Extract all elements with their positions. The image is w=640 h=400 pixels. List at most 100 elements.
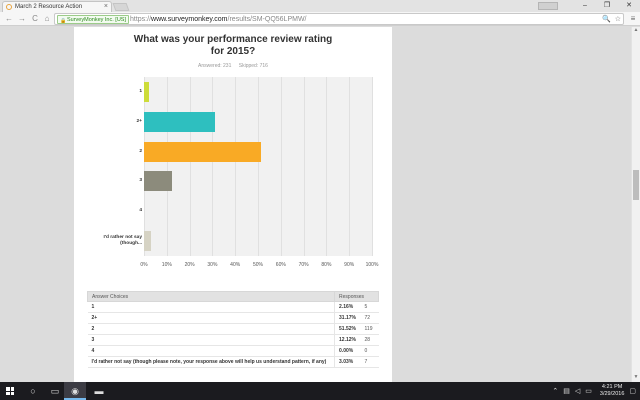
back-button[interactable]: ← — [5, 14, 13, 23]
gridline — [372, 77, 373, 256]
page-scrollbar[interactable]: ▲ ▼ — [631, 27, 640, 382]
gridline — [166, 77, 168, 256]
table-row: 4 0.00% 0 — [87, 345, 379, 357]
table-header-row: Answer Choices Responses — [86, 291, 379, 302]
category-label: 2 — [139, 148, 142, 154]
url-path: /results/SM-QQ56LPMW/ — [227, 16, 307, 23]
secure-label: SurveyMonkey Inc. [US] — [67, 17, 126, 23]
response-count[interactable]: 72 — [360, 312, 379, 324]
x-tick-label: 60% — [275, 262, 286, 268]
new-tab-button[interactable] — [112, 3, 130, 11]
tab-strip: March 2 Resource Action × – ❐ ✕ — [0, 0, 640, 12]
answer-choice: 2 — [87, 323, 335, 335]
loading-icon — [6, 4, 12, 10]
answer-choice: 3 — [87, 334, 335, 346]
task-view-icon[interactable]: ▭ — [50, 386, 60, 396]
header-answer-choices[interactable]: Answer Choices — [86, 291, 336, 302]
search-icon[interactable]: ○ — [30, 386, 36, 396]
tray-chevron-icon[interactable]: ⌃ — [552, 388, 559, 395]
profile-button[interactable] — [538, 2, 558, 10]
header-responses[interactable]: Responses — [334, 291, 379, 302]
question-title: What was your performance review rating … — [74, 34, 392, 58]
response-count[interactable]: 119 — [360, 323, 379, 335]
question-title-line1: What was your performance review rating — [133, 34, 333, 45]
x-tick-label: 10% — [161, 262, 172, 268]
start-button[interactable] — [0, 382, 22, 400]
file-explorer-icon[interactable]: ▬ — [94, 386, 104, 396]
clock-time: 4:21 PM — [601, 384, 623, 390]
address-bar[interactable]: 🔒 SurveyMonkey Inc. [US] https://www.sur… — [54, 13, 624, 25]
bar[interactable] — [144, 141, 262, 162]
response-count[interactable]: 7 — [360, 356, 379, 368]
category-label: 2+ — [136, 118, 142, 124]
scroll-up-arrow[interactable]: ▲ — [633, 27, 639, 33]
bar[interactable] — [144, 171, 172, 192]
answer-choice: 4 — [87, 345, 335, 357]
x-tick-label: 20% — [184, 262, 195, 268]
omnibox-icons: 🔍 ☆ — [602, 14, 621, 25]
response-count[interactable]: 28 — [360, 334, 379, 346]
gridline — [349, 77, 351, 256]
url-scheme: https:// — [130, 16, 152, 23]
clock-date: 3/29/2016 — [599, 391, 625, 397]
bar[interactable] — [144, 111, 216, 132]
response-percent: 2.16% — [334, 301, 361, 313]
secure-badge[interactable]: 🔒 SurveyMonkey Inc. [US] — [57, 15, 129, 24]
response-percent: 31.17% — [334, 312, 361, 324]
bookmark-star-icon[interactable]: ☆ — [614, 16, 621, 23]
chrome-taskbar-icon[interactable]: ◉ — [64, 382, 86, 400]
answered-count: Answered: 231 — [198, 63, 232, 69]
window-controls: – ❐ ✕ — [538, 0, 640, 12]
browser-toolbar: ← → C ⌂ 🔒 SurveyMonkey Inc. [US] https:/… — [0, 12, 640, 26]
maximize-button[interactable]: ❐ — [603, 2, 611, 9]
scroll-down-arrow[interactable]: ▼ — [633, 374, 639, 380]
language-icon[interactable]: ▭ — [585, 388, 592, 395]
category-label: 1 — [139, 88, 142, 94]
clock[interactable]: 4:21 PM 3/29/2016 — [600, 384, 624, 398]
network-icon[interactable]: ▤ — [563, 388, 570, 395]
x-tick-label: 40% — [230, 262, 241, 268]
taskbar: ○ ▭ ◉ ▬ ⌃ ▤ ◁ ▭ 4:21 PM 3/29/2016 ▢ — [0, 382, 640, 400]
browser-tab[interactable]: March 2 Resource Action × — [2, 1, 112, 12]
close-window-button[interactable]: ✕ — [626, 2, 632, 9]
gridline — [189, 77, 191, 256]
x-tick-label: 90% — [344, 262, 355, 268]
system-tray: ⌃ ▤ ◁ ▭ 4:21 PM 3/29/2016 ▢ — [552, 382, 636, 400]
close-tab-icon[interactable]: × — [103, 3, 108, 10]
results-panel: What was your performance review rating … — [74, 27, 392, 382]
response-count[interactable]: 5 — [360, 301, 379, 313]
table-row: I'd rather not say (though please note, … — [87, 356, 379, 368]
question-title-line2: for 2015? — [210, 46, 256, 57]
zoom-icon[interactable]: 🔍 — [602, 16, 611, 23]
home-button[interactable]: ⌂ — [44, 14, 50, 23]
category-label: I'd rather not say (though... — [103, 235, 142, 247]
volume-icon[interactable]: ◁ — [574, 388, 581, 395]
response-percent: 12.12% — [334, 334, 361, 346]
table-row: 1 2.16% 5 — [87, 301, 379, 313]
x-tick-label: 50% — [252, 262, 264, 268]
menu-icon[interactable]: ≡ — [630, 14, 636, 23]
forward-button[interactable]: → — [18, 14, 26, 23]
x-tick-label: 80% — [321, 262, 332, 268]
url-text[interactable]: https://www.surveymonkey.com/results/SM-… — [130, 14, 307, 25]
response-percent: 0.00% — [334, 345, 361, 357]
category-label: 3 — [139, 178, 142, 184]
gridline — [212, 77, 214, 256]
scroll-thumb[interactable] — [633, 170, 639, 200]
response-count[interactable]: 0 — [360, 345, 379, 357]
answer-choice: 1 — [87, 301, 335, 313]
response-percent: 3.03% — [334, 356, 361, 368]
notifications-icon[interactable]: ▢ — [629, 388, 636, 395]
x-tick-label: 30% — [207, 262, 218, 268]
reload-button[interactable]: C — [32, 14, 38, 23]
answer-choice: 2+ — [87, 312, 335, 324]
bar[interactable] — [144, 231, 151, 252]
bar[interactable] — [144, 81, 149, 102]
page-viewport: What was your performance review rating … — [0, 27, 640, 382]
gridline — [258, 77, 259, 256]
windows-logo-icon — [6, 387, 14, 395]
gridline — [144, 77, 145, 256]
category-label: 4 — [139, 208, 142, 214]
table-row: 2+ 31.17% 72 — [87, 312, 379, 324]
minimize-button[interactable]: – — [583, 2, 587, 9]
